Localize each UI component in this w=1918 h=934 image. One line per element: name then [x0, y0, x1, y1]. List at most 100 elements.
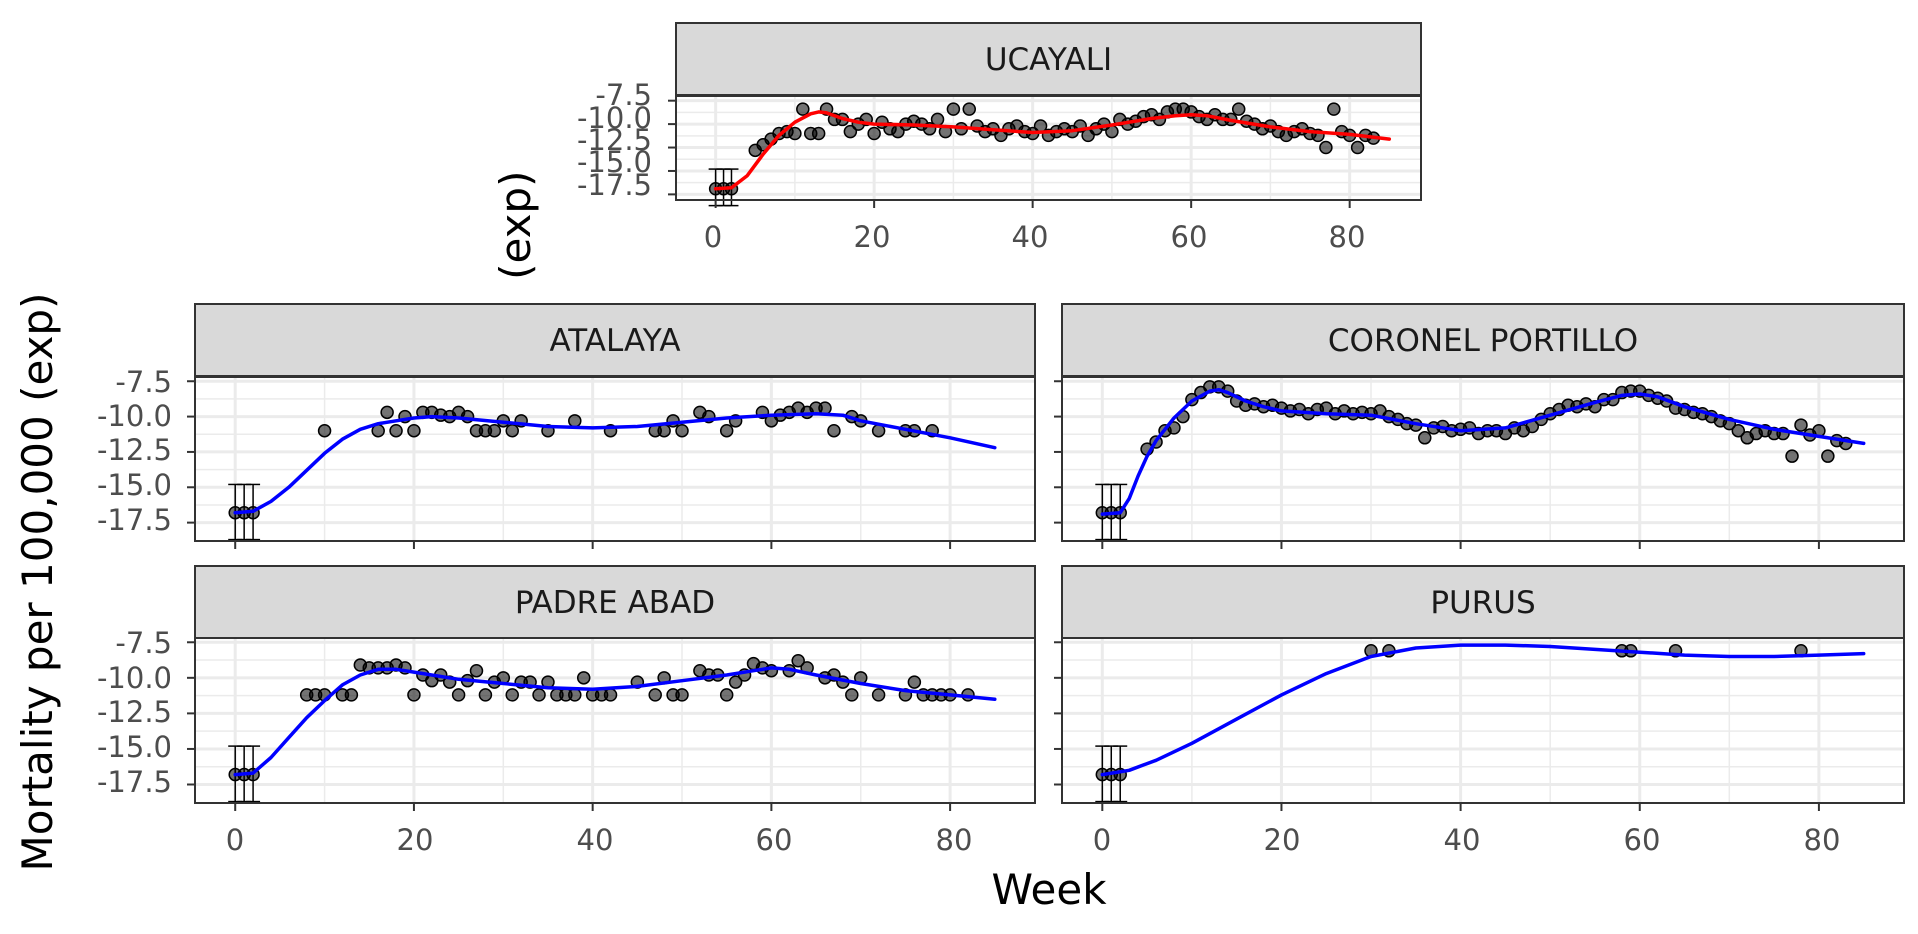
smooth-line	[1100, 643, 1866, 777]
strip-background	[675, 22, 1422, 96]
data-point	[1231, 102, 1246, 116]
plot-background	[1062, 638, 1904, 803]
x-tick-labels: 0 20 40 60 80	[704, 220, 1366, 254]
data-point	[930, 112, 945, 127]
x-tick-labels: 0 20 40 60 80	[1093, 823, 1841, 857]
data-point	[946, 102, 961, 116]
strip-label: ATALAYA	[549, 323, 680, 359]
data-point	[867, 126, 881, 141]
data-point	[344, 688, 359, 702]
x-tick-label: 20	[1264, 823, 1301, 857]
x-tick-label: 20	[854, 220, 891, 254]
plot-background	[195, 377, 1035, 541]
smooth-line	[1100, 387, 1866, 516]
strip-label: UCAYALI	[985, 42, 1112, 78]
x-tick-label: 80	[936, 823, 973, 857]
y-tick-labels: -7.5 -10.0 -12.5 -15.0 -17.5	[97, 626, 172, 799]
x-tick-label: 20	[397, 823, 434, 857]
y-tick-label: -7.5	[115, 365, 172, 399]
strip-background	[1061, 303, 1905, 377]
data-point	[657, 423, 671, 438]
data-point	[1731, 423, 1746, 438]
data-point	[728, 675, 743, 689]
panel-coronel-portillo: CORONEL PORTILLO	[1054, 303, 1905, 549]
data-point	[1821, 449, 1835, 463]
panel-atalaya: ATALAYA -7.5 -10.0 -12.5 -15.0 -17.5	[97, 303, 1036, 549]
y-tick-label: -17.5	[97, 765, 172, 799]
errorbars	[1095, 483, 1128, 541]
y-axis-title-top: Mortality per 100,000 (exp)	[491, 171, 540, 750]
data-point	[1785, 449, 1799, 463]
data-point	[469, 663, 484, 678]
y-tick-label: -17.5	[577, 168, 652, 202]
data-point	[576, 671, 591, 685]
plot-border	[1061, 637, 1905, 804]
plot-border	[1061, 376, 1905, 542]
panel-padre-abad: PADRE ABAD -7.5 -10.0 -12.5 -15.0 -17.5 …	[97, 565, 1036, 857]
strip-background	[1061, 565, 1905, 639]
data-point	[1350, 140, 1365, 155]
data-point	[451, 688, 466, 702]
x-tick-labels: 0 20 40 60 80	[226, 823, 973, 857]
data-point	[389, 423, 403, 438]
data-point	[568, 414, 582, 428]
data-point	[788, 126, 802, 141]
y-tick-label: -7.5	[115, 626, 172, 660]
data-point	[505, 423, 519, 438]
y-tick-label: -15.0	[97, 468, 172, 502]
data-point	[962, 102, 976, 116]
data-point	[719, 688, 734, 702]
x-tick-label: 0	[704, 220, 722, 254]
data-point	[1418, 431, 1432, 445]
x-tick-label: 80	[1804, 823, 1841, 857]
data-point	[648, 688, 662, 702]
y-tick-label: -15.0	[577, 145, 652, 179]
data-point	[603, 688, 618, 702]
x-tick-label: 60	[1171, 220, 1208, 254]
data-point	[907, 675, 922, 689]
data-point	[845, 688, 859, 702]
y-tick-labels: -7.5 -10.0 -12.5 -15.0 -17.5	[577, 78, 652, 202]
y-tick-label: -12.5	[97, 695, 172, 729]
data-point	[568, 688, 582, 702]
strip-label: PURUS	[1430, 585, 1535, 621]
data-point	[487, 423, 502, 438]
data-point	[1327, 102, 1341, 116]
data-point	[505, 688, 519, 702]
data-point	[811, 126, 826, 141]
data-point	[317, 423, 332, 438]
x-tick-label: 80	[1329, 220, 1366, 254]
strip-background	[194, 303, 1036, 377]
data-point	[380, 405, 394, 420]
plot-border	[194, 637, 1036, 804]
data-point	[532, 688, 546, 702]
y-axis-title-top-clip: Mortality per 100,000 (exp)	[491, 171, 540, 750]
smooth-curve	[1100, 643, 1866, 777]
smooth-line	[713, 110, 1392, 191]
smooth-curve	[713, 110, 1392, 191]
smooth-line	[233, 666, 997, 777]
data-point	[1794, 418, 1808, 432]
plot-background	[1062, 377, 1904, 541]
x-tick-label: 40	[1012, 220, 1049, 254]
y-tick-label: -17.5	[97, 503, 172, 537]
y-tick-label: -12.5	[577, 123, 652, 157]
panel-ucayali: UCAYALI -7.5 -10.0 -12.5 -15.0 -17.5 0 2…	[577, 22, 1422, 254]
x-tick-label: 60	[756, 823, 793, 857]
smooth-line	[233, 412, 997, 515]
data-point	[719, 423, 734, 438]
data-point	[478, 688, 493, 702]
plot-border	[194, 376, 1036, 542]
smooth-curve	[1100, 387, 1866, 516]
x-tick-label: 0	[1093, 823, 1111, 857]
plot-background	[195, 638, 1035, 803]
data-point	[675, 688, 689, 702]
data-point	[791, 654, 805, 668]
y-tick-labels: -7.5 -10.0 -12.5 -15.0 -17.5	[97, 365, 172, 537]
smooth-curve	[233, 666, 997, 777]
x-tick-label: 40	[577, 823, 614, 857]
y-tick-label: -7.5	[595, 78, 652, 112]
data-point	[675, 423, 689, 438]
y-tick-label: -10.0	[97, 661, 172, 695]
